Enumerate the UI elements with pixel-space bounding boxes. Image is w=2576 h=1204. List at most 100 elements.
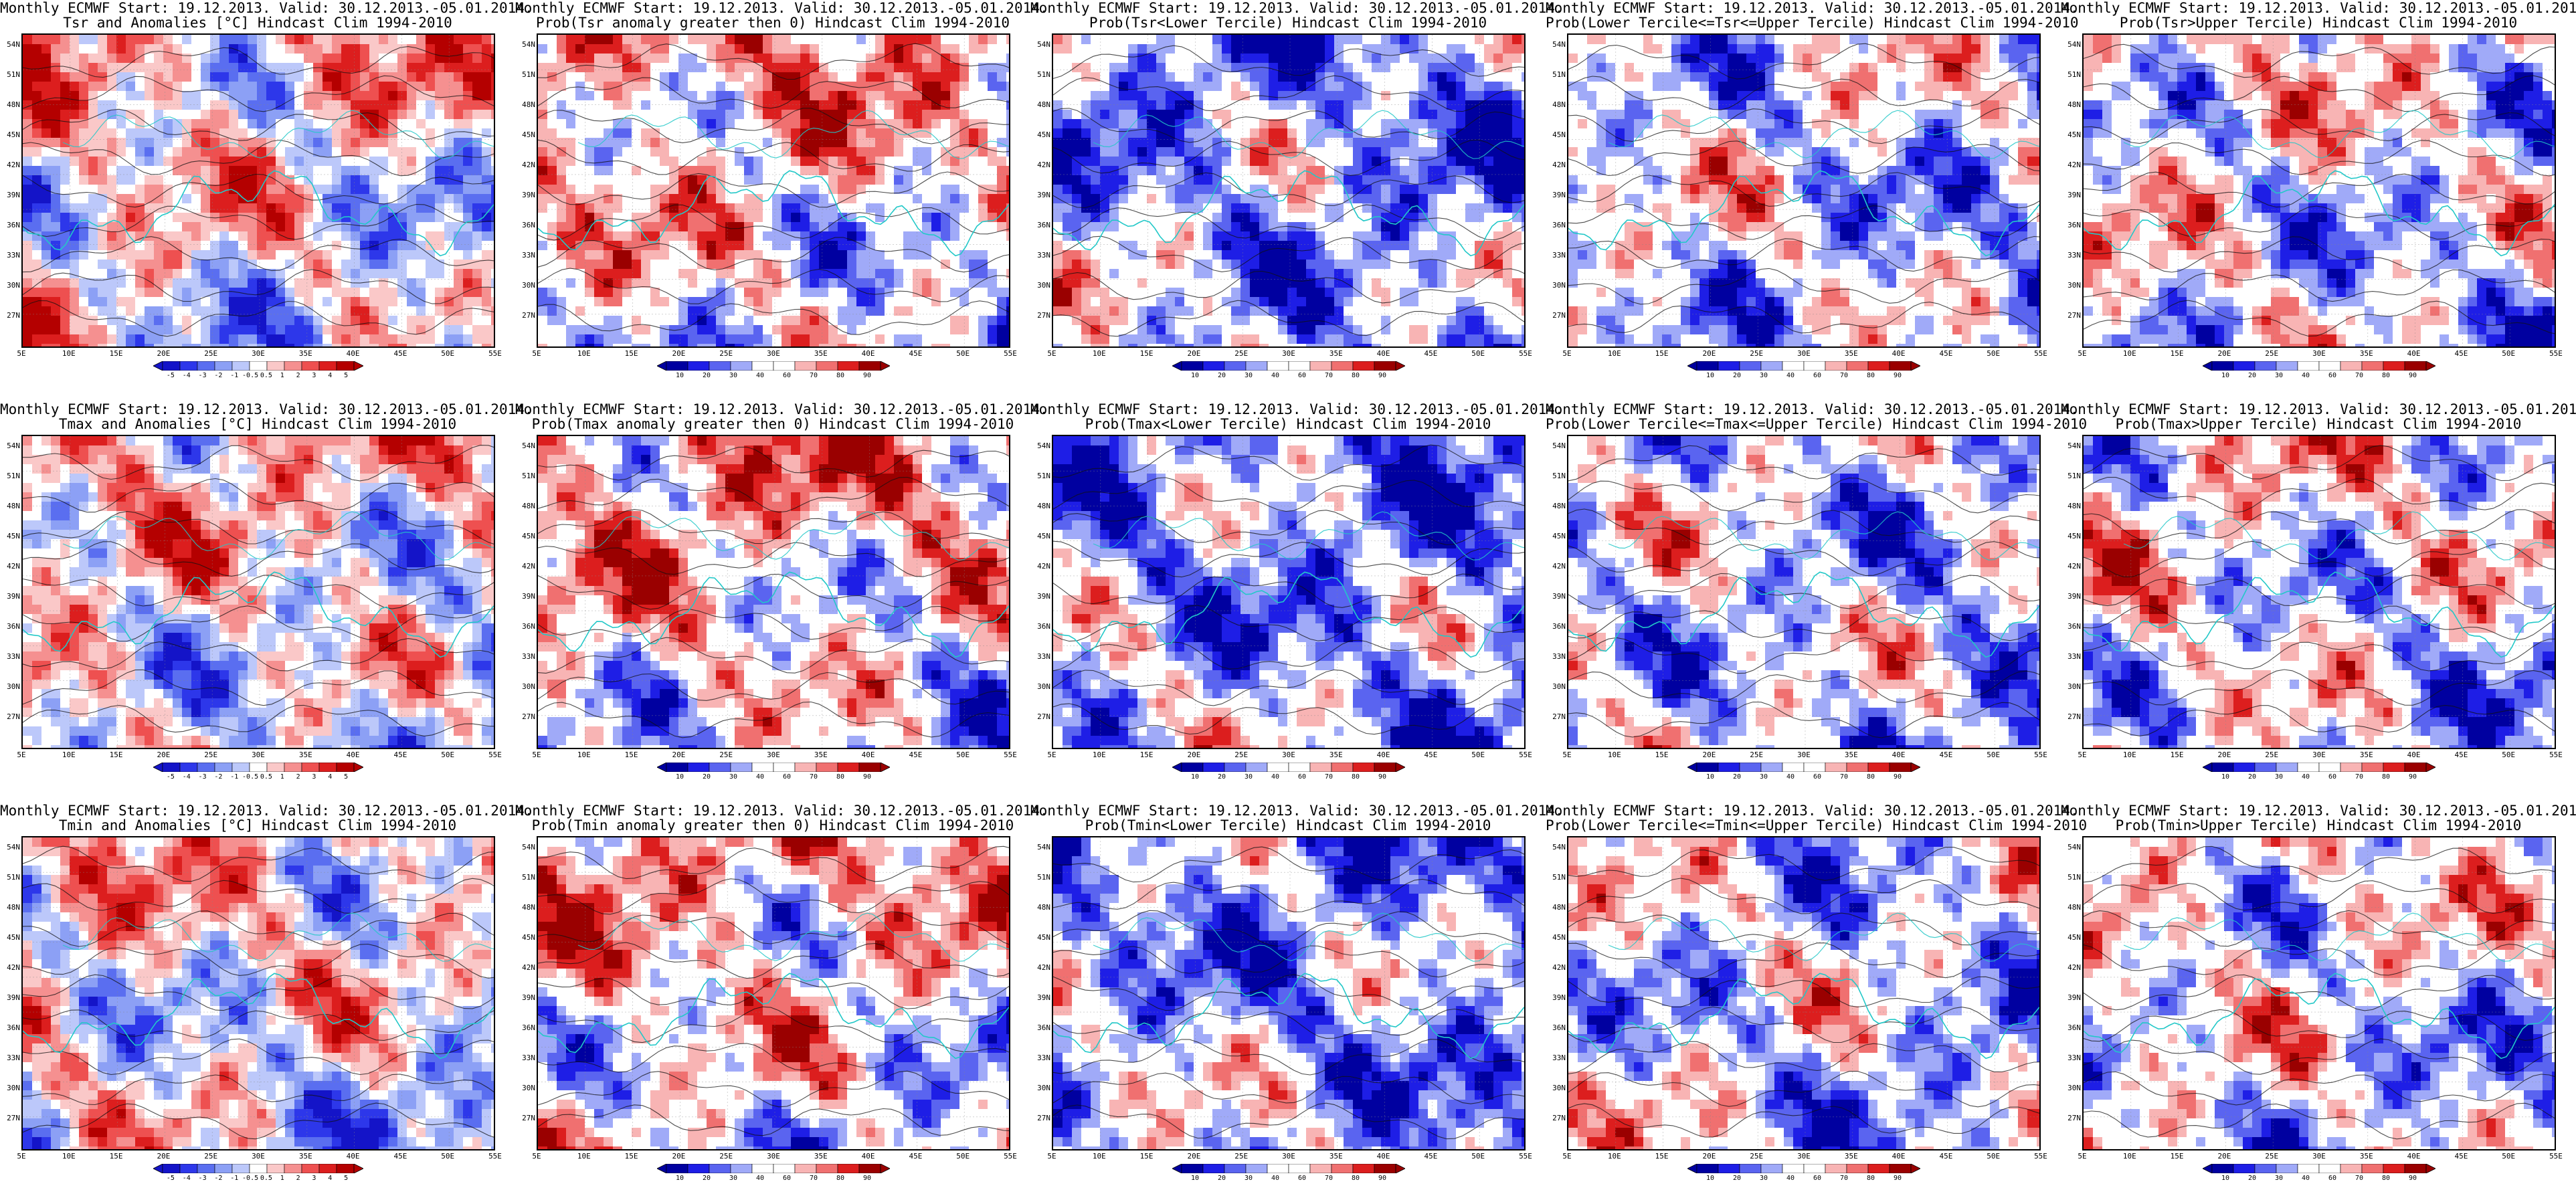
longitude-label: 55E <box>1004 750 1017 759</box>
colorbar-label: -4 <box>183 372 191 379</box>
latitude-label: 51N <box>3 873 20 882</box>
longitude-label: 45E <box>909 750 922 759</box>
latitude-label: 45N <box>518 933 535 942</box>
colorbar-label: 10 <box>1706 1175 1714 1182</box>
panel-title: Monthly ECMWF Start: 19.12.2013. Valid: … <box>1546 402 2079 417</box>
colorbar-label: 90 <box>1378 773 1386 781</box>
longitude-label: 30E <box>767 1152 780 1161</box>
colorbar-label: -5 <box>167 1175 175 1182</box>
longitude-label: 40E <box>2407 1152 2421 1161</box>
colorbar-label: 5 <box>344 372 348 379</box>
latitude-label: 42N <box>518 161 535 169</box>
map-field <box>1053 436 1524 748</box>
latitude-label: 30N <box>2063 281 2081 290</box>
colorbar-label: 80 <box>1352 1175 1360 1182</box>
colorbar-label: -2 <box>214 773 222 781</box>
colorbar-label: 70 <box>2355 1175 2363 1182</box>
longitude-label: 5E <box>17 750 25 759</box>
map-area <box>537 836 1010 1150</box>
map-field <box>23 35 494 346</box>
longitude-label: 5E <box>532 750 541 759</box>
longitude-label: 25E <box>204 1152 217 1161</box>
longitude-label: 40E <box>1892 1152 1906 1161</box>
map-area <box>537 435 1010 749</box>
longitude-label: 40E <box>862 750 875 759</box>
latitude-label: 48N <box>3 100 20 109</box>
map-area <box>2082 33 2556 348</box>
latitude-label: 36N <box>1548 221 1566 229</box>
latitude-label: 33N <box>2063 251 2081 260</box>
longitude-label: 25E <box>1234 349 1248 358</box>
latitude-label: 33N <box>1033 1054 1050 1062</box>
longitude-label: 30E <box>252 750 265 759</box>
map-field <box>1568 837 2039 1149</box>
latitude-label: 36N <box>3 1023 20 1032</box>
colorbar-swatches <box>2203 1164 2435 1173</box>
panel-subtitle: Tsr and Anomalies [°C] Hindcast Clim 199… <box>0 15 515 30</box>
colorbar-label: 40 <box>1271 1175 1279 1182</box>
longitude-label: 15E <box>625 349 638 358</box>
panel-title: Monthly ECMWF Start: 19.12.2013. Valid: … <box>1546 803 2079 818</box>
latitude-label: 27N <box>2063 712 2081 721</box>
longitude-label: 10E <box>62 750 76 759</box>
colorbar <box>2203 1164 2435 1173</box>
longitude-label: 40E <box>2407 750 2421 759</box>
latitude-label: 39N <box>1548 191 1566 199</box>
colorbar-label: 20 <box>703 372 711 379</box>
colorbar-label: 80 <box>1867 1175 1875 1182</box>
colorbar <box>153 361 363 371</box>
forecast-panel: Monthly ECMWF Start: 19.12.2013. Valid: … <box>2061 401 2576 803</box>
latitude-label: 48N <box>2063 100 2081 109</box>
latitude-label: 30N <box>3 1084 20 1092</box>
map-field <box>2084 436 2555 748</box>
forecast-panel: Monthly ECMWF Start: 19.12.2013. Valid: … <box>0 401 533 803</box>
colorbar-label: 70 <box>1325 1175 1333 1182</box>
latitude-label: 42N <box>1033 963 1050 972</box>
colorbar-label: 30 <box>1245 372 1253 379</box>
latitude-label: 48N <box>1548 502 1566 510</box>
colorbar-label: 10 <box>1706 372 1714 379</box>
longitude-label: 40E <box>1377 750 1390 759</box>
longitude-label: 20E <box>672 1152 685 1161</box>
longitude-label: 45E <box>2454 750 2468 759</box>
colorbar-label: 90 <box>1894 1175 1902 1182</box>
colorbar-label: 60 <box>1298 372 1306 379</box>
colorbar-label: -4 <box>183 1175 191 1182</box>
longitude-label: 10E <box>577 1152 591 1161</box>
longitude-label: 10E <box>1608 1152 1621 1161</box>
map-area <box>1052 435 1526 749</box>
panel-title: Monthly ECMWF Start: 19.12.2013. Valid: … <box>515 803 1048 818</box>
panel-title: Monthly ECMWF Start: 19.12.2013. Valid: … <box>1030 402 1564 417</box>
longitude-label: 45E <box>909 1152 922 1161</box>
colorbar-label: 90 <box>1378 372 1386 379</box>
latitude-label: 51N <box>2063 873 2081 882</box>
panel-title: Monthly ECMWF Start: 19.12.2013. Valid: … <box>2061 803 2576 818</box>
longitude-label: 35E <box>1845 750 1858 759</box>
panel-subtitle: Prob(Tsr>Upper Tercile) Hindcast Clim 19… <box>2061 15 2576 30</box>
latitude-label: 48N <box>1033 100 1050 109</box>
colorbar-label: 3 <box>312 1175 316 1182</box>
colorbar-label: 10 <box>1706 773 1714 781</box>
latitude-label: 54N <box>3 441 20 450</box>
longitude-label: 25E <box>1750 750 1763 759</box>
longitude-label: 35E <box>1845 349 1858 358</box>
latitude-label: 51N <box>518 873 535 882</box>
longitude-label: 50E <box>441 1152 454 1161</box>
longitude-label: 50E <box>1471 349 1485 358</box>
longitude-label: 10E <box>577 349 591 358</box>
longitude-label: 10E <box>2123 349 2136 358</box>
longitude-label: 35E <box>1329 1152 1343 1161</box>
latitude-label: 36N <box>518 1023 535 1032</box>
longitude-label: 35E <box>814 349 828 358</box>
colorbar-label: 90 <box>1378 1175 1386 1182</box>
colorbar-label: 90 <box>1894 773 1902 781</box>
latitude-label: 54N <box>3 40 20 49</box>
longitude-label: 20E <box>1702 349 1716 358</box>
colorbar-label: -0.5 <box>242 773 258 781</box>
longitude-label: 40E <box>862 349 875 358</box>
colorbar-label: 80 <box>2382 1175 2390 1182</box>
latitude-label: 51N <box>1033 70 1050 79</box>
latitude-label: 42N <box>518 963 535 972</box>
longitude-label: 20E <box>157 1152 170 1161</box>
longitude-label: 50E <box>956 1152 970 1161</box>
